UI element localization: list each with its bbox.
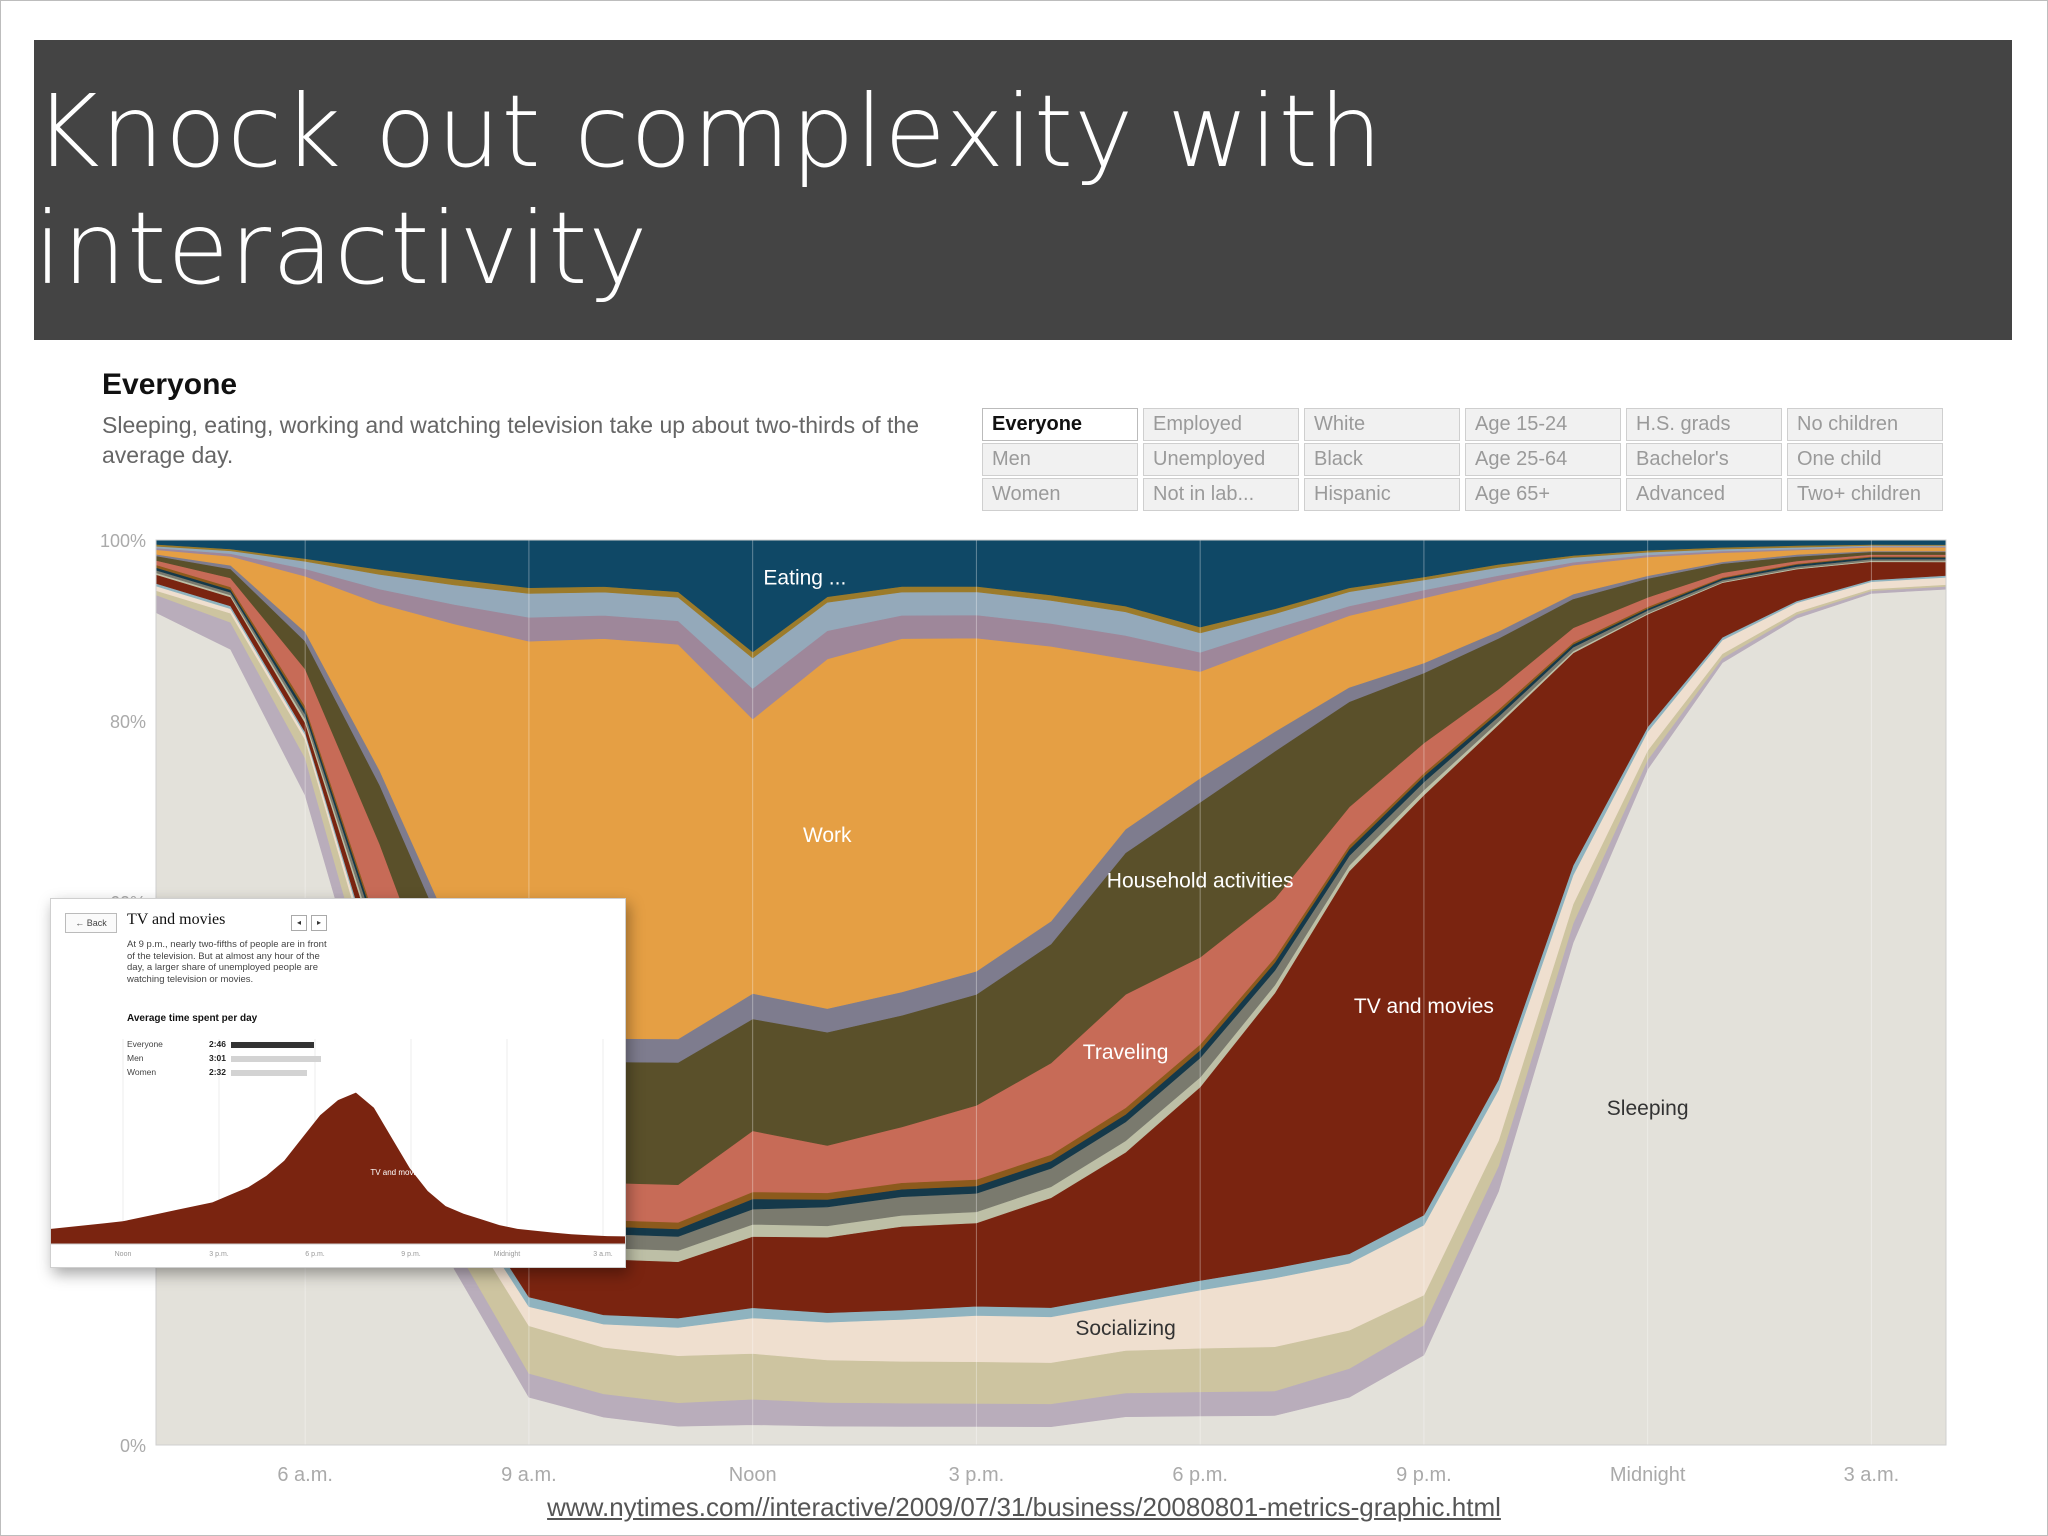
inset-x-tick: 6 p.m. <box>305 1251 325 1258</box>
filter-age-25-64[interactable]: Age 25-64 <box>1465 443 1621 476</box>
inset-x-tick: 3 p.m. <box>209 1251 229 1258</box>
inset-chart: Noon 3 p.m. 6 p.m. 9 p.m. Midnight 3 a.m. TV a… <box>51 1039 625 1258</box>
x-tick-label: 6 p.m. <box>1172 1464 1228 1486</box>
filter-bachelor-s[interactable]: Bachelor's <box>1626 443 1782 476</box>
series-label: Sleeping <box>1607 1097 1689 1120</box>
x-tick-label: 9 p.m. <box>1396 1464 1452 1486</box>
x-tick-label: Noon <box>729 1464 777 1486</box>
inset-row-label: Women <box>127 1067 157 1077</box>
inset-row-value: 2:46 <box>209 1039 227 1049</box>
inset-row-bar <box>231 1042 314 1048</box>
x-tick-label: Midnight <box>1610 1464 1686 1486</box>
inset-series-label: TV and movies <box>370 1168 423 1177</box>
filter-everyone[interactable]: Everyone <box>982 408 1138 441</box>
filter-white[interactable]: White <box>1304 408 1460 441</box>
filter-unemployed[interactable]: Unemployed <box>1143 443 1299 476</box>
filter-men[interactable]: Men <box>982 443 1138 476</box>
filter-grid: Everyone Employed White Age 15-24 H.S. grads… <box>982 408 1943 511</box>
series-label: TV and movies <box>1354 995 1494 1018</box>
filter-advanced[interactable]: Advanced <box>1626 478 1782 511</box>
filter-hispanic[interactable]: Hispanic <box>1304 478 1460 511</box>
inset-row-bar <box>231 1070 307 1076</box>
filter-h-s-grads[interactable]: H.S. grads <box>1626 408 1782 441</box>
inset-x-tick: Noon <box>115 1251 132 1258</box>
source-link[interactable]: www.nytimes.com//interactive/2009/07/31/… <box>547 1492 1501 1522</box>
filter-age-15-24[interactable]: Age 15-24 <box>1465 408 1621 441</box>
inset-area[interactable] <box>51 1092 625 1244</box>
filter-not-in-lab[interactable]: Not in lab... <box>1143 478 1299 511</box>
chart-heading: Everyone <box>102 368 238 401</box>
series-label: Socializing <box>1075 1317 1175 1340</box>
slide-title: Knock out complexity with interactivity <box>34 73 1384 307</box>
back-button[interactable]: ← Back <box>65 913 117 933</box>
title-bar: Knock out complexity with interactivity <box>34 40 2012 340</box>
inset-row-label: Men <box>127 1053 144 1063</box>
chart-description: Sleeping, eating, working and watching t… <box>102 412 920 468</box>
filter-no-children[interactable]: No children <box>1787 408 1943 441</box>
filter-women[interactable]: Women <box>982 478 1138 511</box>
series-label: Traveling <box>1083 1041 1169 1064</box>
inset-subheading: Average time spent per day <box>127 1013 258 1024</box>
inset-panel: Noon 3 p.m. 6 p.m. 9 p.m. Midnight 3 a.m. TV a… <box>50 898 626 1268</box>
x-tick-label: 3 a.m. <box>1844 1464 1900 1486</box>
filter-age-65[interactable]: Age 65+ <box>1465 478 1621 511</box>
y-tick-label: 100% <box>100 531 146 551</box>
series-label: Household activities <box>1107 870 1294 893</box>
y-tick-label: 80% <box>110 712 146 732</box>
inset-row-bar <box>231 1056 321 1062</box>
next-icon[interactable]: ▸ <box>311 915 327 931</box>
inset-x-tick: 9 p.m. <box>401 1251 421 1258</box>
filter-employed[interactable]: Employed <box>1143 408 1299 441</box>
inset-row-value: 3:01 <box>209 1053 227 1063</box>
prev-icon[interactable]: ◂ <box>291 915 307 931</box>
y-tick-label: 0% <box>120 1436 146 1456</box>
inset-description: At 9 p.m., nearly two-fifths of people a… <box>127 939 327 985</box>
inset-row-label: Everyone <box>127 1039 163 1049</box>
series-label: Work <box>803 824 852 847</box>
filter-two-children[interactable]: Two+ children <box>1787 478 1943 511</box>
filter-one-child[interactable]: One child <box>1787 443 1943 476</box>
x-tick-label: 6 a.m. <box>277 1464 333 1486</box>
inset-x-tick: 3 a.m. <box>593 1251 613 1258</box>
filter-black[interactable]: Black <box>1304 443 1460 476</box>
inset-title: TV and movies <box>127 911 226 928</box>
x-tick-label: 3 p.m. <box>949 1464 1005 1486</box>
inset-x-tick: Midnight <box>494 1251 521 1258</box>
series-label: Eating ... <box>763 567 846 590</box>
inset-row-value: 2:32 <box>209 1067 227 1077</box>
x-tick-label: 9 a.m. <box>501 1464 557 1486</box>
